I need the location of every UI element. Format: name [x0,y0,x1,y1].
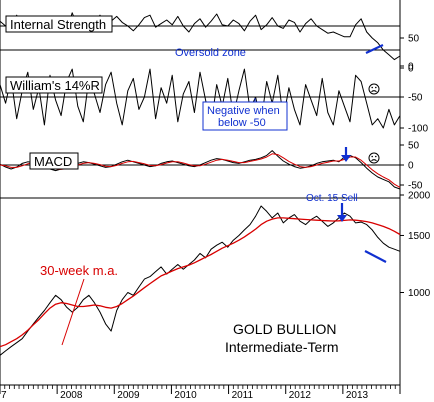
negative-note-line2: below -50 [218,117,266,129]
internal-strength-label-box: Internal Strength [5,15,113,33]
sell-label: Oct. 15 Sell [306,193,358,204]
macd-sell-arrow [341,147,351,162]
year-label-1: 2008 [60,390,83,401]
macd-label-box: MACD [29,152,79,170]
panel1-ytick-label-0: 0 [408,62,414,73]
internal-strength-label: Internal Strength [10,17,106,32]
gold-trend-line [364,250,387,263]
chart-labels: Internal Strength Oversold zone William'… [5,15,358,355]
negative-note-line1: Negative when [207,105,280,117]
gold-title-line2: Intermediate-Term [225,339,339,355]
panel3-ytick-label-1: 1500 [408,231,431,242]
oversold-zone-label: Oversold zone [175,47,246,59]
panel0-ytick-label-1: 0 [408,64,414,75]
gold-sell-arrow [337,203,347,222]
ma-pointer [61,278,85,346]
macd-label: MACD [34,154,72,169]
panel2-ytick-label-1: 0 [408,161,414,172]
panel2-ytick-label-0: 50 [408,141,420,152]
williams-label-box: William's 14%R [5,76,103,94]
panel3-ytick-label-0: 2000 [408,191,431,202]
gold-title-line1: GOLD BULLION [233,321,336,337]
panel2-ytick-label-2: -50 [408,181,423,192]
year-label-4: 2011 [232,390,254,401]
panel1-ytick-label-2: -100 [408,124,428,135]
year-label-2: 2009 [117,390,140,401]
strength-trend-line [365,44,384,54]
panel3-series-1-line [0,217,401,348]
panel3-ytick-label-2: 1000 [408,288,431,299]
panel0-ytick-label-0: 50 [408,34,420,45]
year-label-0: 7 [1,390,7,401]
macd-sad-face-icon [368,152,380,164]
negative-note-box: Negative when below -50 [202,101,288,131]
year-label-3: 2010 [174,390,197,401]
williams-sad-face-icon [368,83,380,95]
year-label-6: 2013 [346,390,369,401]
year-label-5: 2012 [289,390,312,401]
williams-label: William's 14%R [10,78,100,93]
panel1-ytick-label-1: -50 [408,93,423,104]
ma-label: 30-week m.a. [40,263,118,278]
panel3-series-0-line [0,205,401,356]
